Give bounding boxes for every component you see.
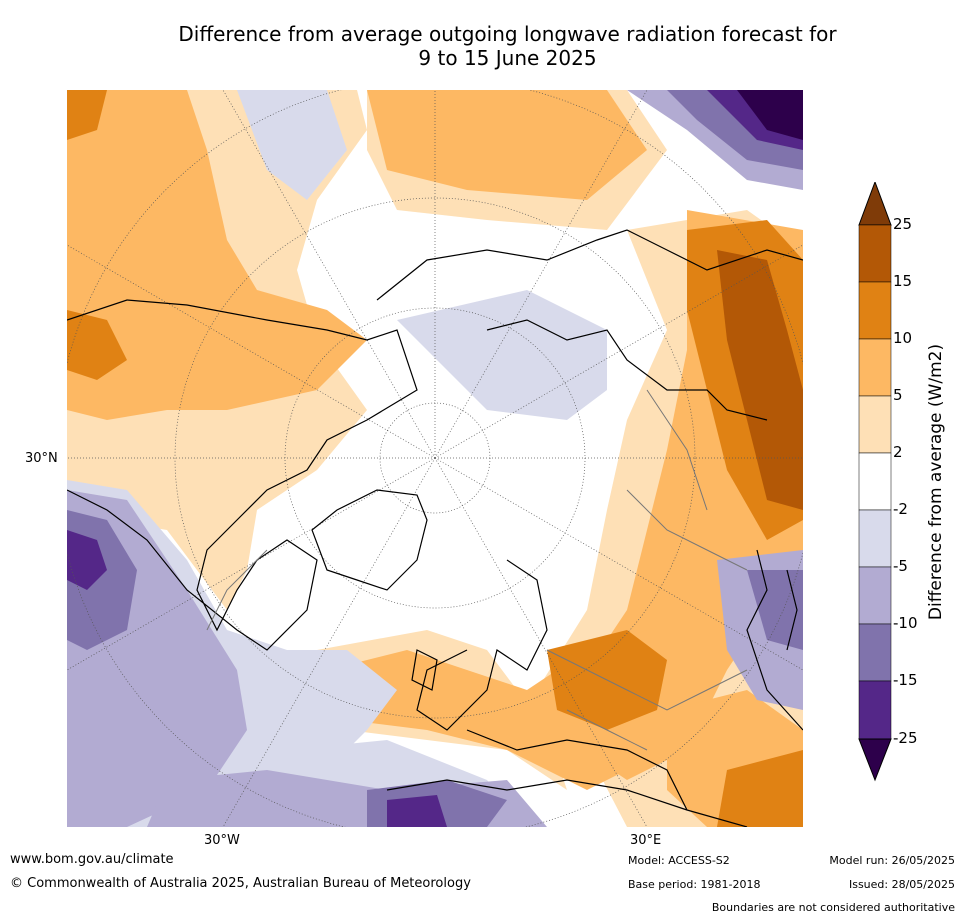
graticule (67, 90, 803, 827)
colorbar-tick-25: 25 (893, 215, 913, 233)
anomaly-dark-purple-south (387, 795, 447, 827)
colorbar-seg-n15-n10 (858, 623, 892, 682)
colorbar-tick-5: 5 (893, 386, 903, 404)
colorbar-tick-neg25: -25 (893, 729, 918, 747)
colorbar-tick-neg15: -15 (893, 671, 918, 689)
colorbar-tick-neg2: -2 (893, 500, 908, 518)
footer-base-period: Base period: 1981-2018 (628, 878, 761, 891)
lon-label-30e: 30°E (630, 833, 662, 848)
colorbar-tick-15: 15 (893, 272, 913, 290)
anomaly-pale-purple-pacific-north (237, 90, 347, 200)
coast-uk (411, 649, 438, 691)
anomaly-orange-pacific (67, 90, 367, 420)
colorbar-seg-2-5 (858, 395, 892, 454)
title-line-2: 9 to 15 June 2025 (418, 46, 597, 70)
coast-africa (386, 779, 748, 827)
anomaly-dark-orange-north (67, 90, 107, 140)
colorbar-bottom-arrow (858, 738, 892, 782)
anomaly-dark-purple-pacific (67, 530, 107, 590)
colorbar-seg-n5-n2 (858, 509, 892, 568)
coast-mediterranean (466, 729, 688, 811)
country-borders (206, 389, 748, 751)
footer-model-run: Model run: 26/05/2025 (829, 854, 955, 867)
anomaly-darkest-purple-northeast (737, 90, 803, 140)
colorbar-tick-10: 10 (893, 329, 913, 347)
coast-eurasia (376, 229, 803, 301)
map-title: Difference from average outgoing longwav… (60, 22, 955, 70)
colorbar-seg-n25-n15 (858, 680, 892, 740)
coast-asia-east (746, 549, 803, 731)
lat-label-30n: 30°N (25, 451, 58, 466)
coast-japan (786, 569, 798, 651)
colorbar-svg (858, 180, 892, 782)
colorbar-tick-2: 2 (893, 443, 903, 461)
anomaly-brown-asia (717, 250, 803, 510)
anomaly-dark-orange-pacific (67, 310, 127, 380)
colorbar-tick-neg10: -10 (893, 614, 918, 632)
anomaly-orange-north (367, 90, 647, 200)
map-canvas (67, 90, 803, 827)
anomaly-pale-purple-arctic (397, 290, 607, 420)
lon-label-30w: 30°W (204, 833, 240, 848)
footer-issued: Issued: 28/05/2025 (848, 878, 955, 891)
colorbar-seg-5-10 (858, 338, 892, 397)
colorbar-seg-10-15 (858, 281, 892, 340)
colorbar-tick-neg5: -5 (893, 557, 908, 575)
title-line-1: Difference from average outgoing longwav… (178, 22, 837, 46)
colorbar-seg-n10-n5 (858, 566, 892, 625)
footer-boundaries-note: Boundaries are not considered authoritat… (711, 901, 955, 914)
coast-north-america (67, 299, 418, 651)
coast-siberia (486, 319, 768, 421)
colorbar (855, 180, 895, 782)
footer-copyright: © Commonwealth of Australia 2025, Austra… (10, 876, 471, 891)
footer-url[interactable]: www.bom.gov.au/climate (10, 852, 174, 867)
olr-anomaly-map (67, 90, 803, 827)
colorbar-seg-n2-2 (858, 452, 892, 511)
colorbar-label: Difference from average (W/m2) (926, 343, 946, 621)
anomaly-dark-orange-india (717, 750, 803, 827)
colorbar-seg-15-25 (858, 224, 892, 283)
anomaly-mid-purple-asia (747, 570, 803, 650)
colorbar-top-arrow (858, 180, 892, 226)
coast-greenland (311, 489, 428, 591)
coastlines (67, 229, 803, 827)
coast-europe (416, 559, 548, 731)
footer-model: Model: ACCESS-S2 (628, 854, 730, 867)
